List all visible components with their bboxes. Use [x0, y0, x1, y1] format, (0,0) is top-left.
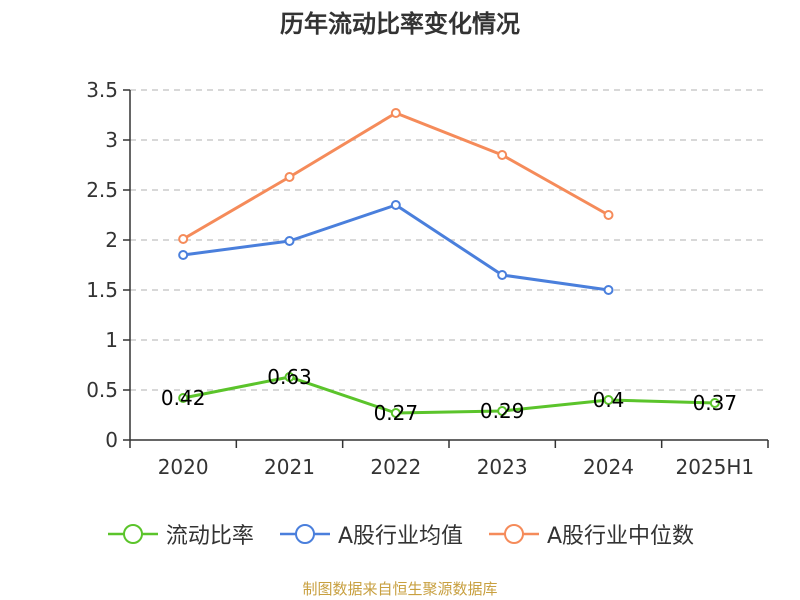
legend-item-current-ratio[interactable]: 流动比率: [106, 518, 254, 550]
data-point: [178, 250, 189, 260]
x-tick-label: 2022: [370, 455, 421, 479]
data-point: [709, 398, 720, 408]
legend-marker: [294, 524, 315, 544]
data-point: [390, 408, 401, 418]
y-tick-label: 1.5: [86, 278, 118, 302]
data-label: 0.42: [161, 386, 206, 410]
legend-label-current-ratio: 流动比率: [165, 524, 254, 549]
legend-item-industry-median[interactable]: A股行业中位数: [487, 518, 694, 550]
legend-label-industry-mean: A股行业均值: [337, 524, 463, 549]
data-point: [497, 150, 508, 160]
y-tick-label: 0.5: [86, 378, 118, 402]
legend-swatch-industry-median-icon: [489, 524, 539, 544]
data-point: [178, 393, 189, 403]
x-tick-label: 2020: [158, 455, 209, 479]
y-tick-label: 3.5: [86, 78, 118, 102]
y-tick-label: 1: [105, 328, 118, 352]
data-point: [178, 234, 189, 244]
legend: 流动比率 A股行业均值 A股行业中位数: [0, 518, 800, 550]
series-line-1: [182, 203, 609, 292]
x-tick-label: 2021: [264, 455, 315, 479]
data-label: 0.29: [480, 399, 525, 423]
legend-item-industry-mean[interactable]: A股行业均值: [278, 518, 463, 550]
x-tick-label: 2023: [477, 455, 528, 479]
data-label: 0.4: [593, 388, 625, 412]
data-point: [497, 406, 508, 416]
series-layer: 0.42 0.63 0.27 0.29 0.4 0.37: [161, 108, 738, 425]
series-line-0: [182, 375, 715, 415]
data-label: 0.27: [374, 401, 419, 425]
chart-title: 历年流动比率变化情况: [280, 10, 520, 38]
data-point: [497, 270, 508, 280]
data-point: [284, 372, 295, 382]
y-tick-label: 2: [105, 228, 118, 252]
legend-swatch-current-ratio-icon: [107, 524, 158, 544]
data-point: [603, 395, 614, 405]
axes: 0 0.5 1 1.5 2 2.5 3 3.5 2020 2021 2022 2023 2024 2025…: [86, 78, 769, 479]
y-tick-label: 2.5: [86, 178, 118, 202]
legend-label-industry-median: A股行业中位数: [547, 524, 695, 549]
y-tick-label: 3: [105, 128, 118, 152]
data-point: [284, 172, 295, 182]
data-point: [390, 108, 401, 118]
data-point: [284, 236, 295, 246]
data-label: 0.37: [693, 391, 738, 415]
data-point: [603, 285, 614, 295]
x-tick-label: 2025H1: [675, 455, 754, 479]
x-tick-label: 2024: [583, 455, 634, 479]
y-tick-label: 0: [105, 428, 118, 452]
legend-marker: [122, 524, 143, 544]
series-line-2: [182, 111, 610, 241]
data-label: 0.63: [267, 365, 312, 389]
legend-swatch-industry-mean-icon: [279, 524, 330, 544]
legend-marker: [504, 524, 524, 544]
data-point: [603, 210, 614, 220]
data-point: [390, 200, 401, 210]
source-note: 制图数据来自恒生聚源数据库: [302, 580, 498, 598]
